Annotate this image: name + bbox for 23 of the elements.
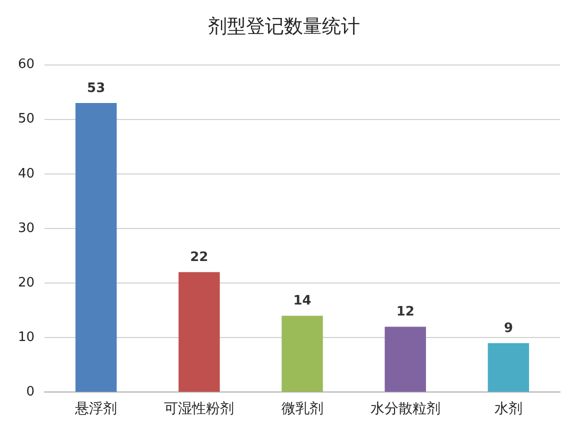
y-tick-label: 0 [26, 384, 35, 400]
x-tick-label: 水分散粒剂 [370, 401, 440, 418]
data-label: 22 [190, 250, 208, 266]
y-tick-label: 60 [18, 57, 35, 72]
data-label: 14 [293, 294, 312, 309]
bar [488, 343, 530, 392]
x-tick-label: 可湿性粉剂 [164, 401, 234, 418]
y-tick-label: 30 [18, 220, 35, 236]
y-tick-label: 10 [18, 330, 35, 346]
bar [384, 326, 426, 392]
y-tick-label: 50 [18, 112, 35, 127]
x-tick-label: 水剂 [494, 401, 522, 418]
bar [178, 272, 220, 392]
data-label: 12 [396, 304, 414, 320]
x-tick-label: 悬浮剂 [74, 401, 118, 418]
bar [75, 102, 117, 392]
x-tick-label: 微乳剂 [281, 401, 324, 418]
bar [282, 316, 323, 392]
y-tick-label: 40 [18, 166, 35, 182]
y-tick-label: 20 [18, 275, 35, 290]
data-label: 9 [504, 320, 513, 336]
chart-title: 剂型登记数量统计 [208, 15, 360, 38]
data-label: 53 [87, 80, 106, 96]
